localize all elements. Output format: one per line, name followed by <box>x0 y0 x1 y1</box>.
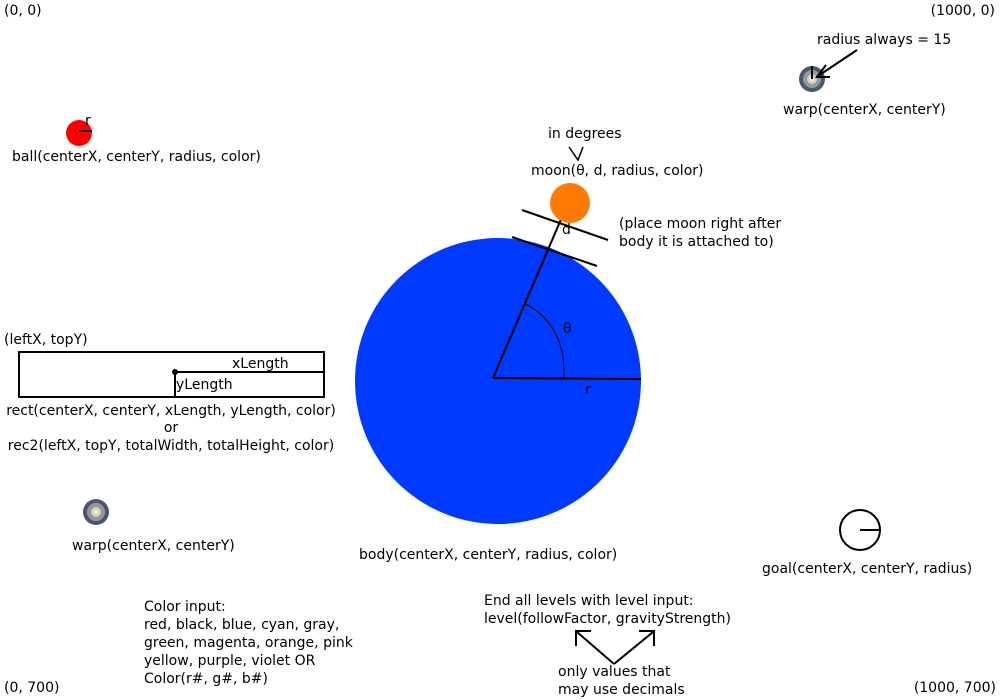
ball-caption: ball(centerX, centerY, radius, color) <box>12 149 261 165</box>
corner-label-top-left: (0, 0) <box>4 3 42 19</box>
rect-corner-label: (leftX, topY) <box>4 332 88 348</box>
moon-tick-outer <box>521 209 609 241</box>
moon-d-label: d <box>562 222 571 238</box>
body-caption: body(centerX, centerY, radius, color) <box>359 547 618 563</box>
warp-bottom-caption: warp(centerX, centerY) <box>72 538 235 554</box>
level-arrowhead-right <box>639 630 655 646</box>
moon-degrees-note: in degrees <box>548 126 622 142</box>
goal-caption: goal(centerX, centerY, radius) <box>762 561 973 577</box>
color-input-line: green, magenta, orange, pink <box>144 635 353 651</box>
level-arrowhead-left <box>575 630 591 646</box>
color-input-line: red, black, blue, cyan, gray, <box>144 617 340 633</box>
moon-caption: moon(θ, d, radius, color) <box>531 163 704 179</box>
theta-arc <box>525 303 565 379</box>
body-radius-label: r <box>585 382 591 398</box>
rect-x-length-label: xLength <box>232 356 289 372</box>
warp-bottom-icon <box>83 499 109 525</box>
color-input-line: yellow, purple, violet OR <box>144 653 316 669</box>
rect-caption-or: or <box>163 420 179 436</box>
warp-note-arrow <box>817 49 858 77</box>
moon-placement-note-2: body it is attached to) <box>619 234 774 250</box>
ball-circle <box>66 120 92 146</box>
body-angle-line <box>492 195 572 379</box>
moon-tick-inner <box>511 236 598 267</box>
body-radius-line <box>492 377 642 380</box>
decimal-note-line-1: only values that <box>558 664 671 680</box>
body-theta-label: θ <box>563 321 572 337</box>
warp-radius-note: radius always = 15 <box>817 32 952 48</box>
rect-center-dot <box>172 369 178 375</box>
rect-y-length-label: yLength <box>176 377 233 393</box>
warp-top-caption: warp(centerX, centerY) <box>783 102 946 118</box>
body-circle <box>355 238 641 524</box>
corner-label-top-right: (1000, 0) <box>930 3 995 19</box>
rec2-caption: rec2(leftX, topY, totalWidth, totalHeigh… <box>7 438 335 454</box>
rect-shape <box>18 351 325 398</box>
rect-caption: rect(centerX, centerY, xLength, yLength,… <box>6 403 336 419</box>
moon-circle <box>550 183 590 223</box>
corner-label-bottom-left: (0, 700) <box>4 680 60 696</box>
level-arrow-right <box>613 631 654 665</box>
level-arrow-left <box>576 631 615 665</box>
level-note-line-1: End all levels with level input: <box>484 593 694 609</box>
level-caption: level(followFactor, gravityStrength) <box>484 611 731 627</box>
color-input-line: Color(r#, g#, b#) <box>144 671 268 687</box>
degrees-arrow <box>568 146 584 162</box>
ball-radius-label: r <box>85 113 91 129</box>
color-input-line: Color input: <box>144 599 226 615</box>
decimal-note-line-2: may use decimals <box>558 682 685 698</box>
warp-note-arrowhead <box>815 64 830 78</box>
moon-placement-note-1: (place moon right after <box>619 216 782 232</box>
corner-label-bottom-right: (1000, 700) <box>913 680 996 696</box>
